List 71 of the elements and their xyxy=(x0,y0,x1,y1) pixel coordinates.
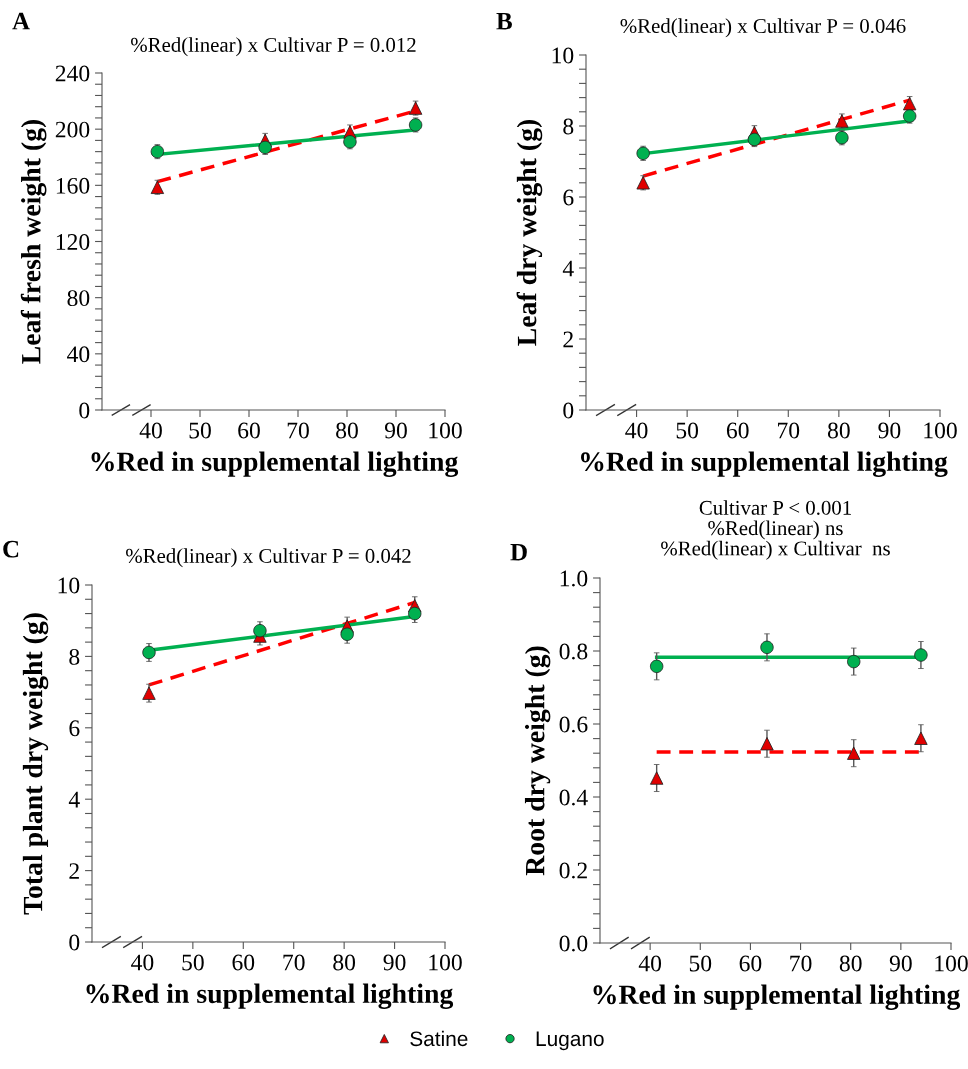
y-tick-label: 6 xyxy=(563,189,574,206)
x-tick-label: 40 xyxy=(139,422,162,439)
x-tick-label: 40 xyxy=(625,422,648,439)
x-tick-label: 80 xyxy=(333,954,356,971)
x-tick-label: 50 xyxy=(182,954,204,971)
y-axis-title: Leaf dry weight (g) xyxy=(516,119,543,346)
chart-subtitle: %Red(linear) x Cultivar P = 0.042 xyxy=(126,548,411,568)
x-tick-label: 60 xyxy=(739,955,762,972)
x-tick-label: 100 xyxy=(935,955,968,972)
y-tick-label: 80 xyxy=(67,290,90,307)
y-tick-label: 0.4 xyxy=(559,789,588,806)
x-tick-label: 100 xyxy=(429,954,462,971)
x-tick-label: 100 xyxy=(429,422,462,439)
chart-title: A xyxy=(12,12,30,30)
x-tick-label: 70 xyxy=(287,422,309,439)
x-tick-label: 70 xyxy=(790,955,812,972)
y-tick-label: 0.8 xyxy=(559,643,588,660)
y-tick-label: 2 xyxy=(69,863,79,879)
chart-title: B xyxy=(496,12,512,30)
chart-subtitle: Cultivar P < 0.001 %Red(linear) ns %Red(linear) x Cultivar ns xyxy=(661,500,890,560)
x-tick-label: 80 xyxy=(336,422,358,439)
y-tick-label: 240 xyxy=(55,65,90,82)
x-axis-title: %Red in supplemental lighting xyxy=(91,451,459,477)
y-tick-label: 0.0 xyxy=(559,935,588,952)
y-tick-label: 40 xyxy=(67,346,90,363)
y-axis-title: Root dry weight (g) xyxy=(524,646,551,876)
x-tick-label: 90 xyxy=(878,422,901,439)
x-tick-label: 40 xyxy=(131,954,154,971)
x-tick-label: 90 xyxy=(889,955,912,972)
x-tick-label: 70 xyxy=(283,954,305,971)
x-axis-title: %Red in supplemental lighting xyxy=(581,451,948,477)
x-tick-label: 40 xyxy=(638,955,662,972)
x-tick-label: 50 xyxy=(189,422,211,439)
y-tick-label: 0 xyxy=(69,934,80,951)
y-tick-label: 160 xyxy=(56,177,90,194)
y-tick-label: 6 xyxy=(69,720,80,737)
x-axis-title: %Red in supplemental lighting xyxy=(86,983,454,1009)
y-tick-label: 2 xyxy=(563,331,573,348)
legend-label: Satine xyxy=(410,1030,468,1047)
y-tick-label: 4 xyxy=(68,791,80,808)
x-tick-label: 80 xyxy=(827,422,850,439)
y-tick-label: 120 xyxy=(56,233,90,250)
y-tick-label: 10 xyxy=(552,47,574,64)
y-axis-title: Leaf fresh weight (g) xyxy=(20,119,47,364)
y-tick-label: 0 xyxy=(79,402,90,419)
y-tick-label: 0 xyxy=(563,402,574,419)
x-tick-label: 80 xyxy=(839,955,862,972)
x-tick-label: 50 xyxy=(689,955,712,972)
x-tick-label: 60 xyxy=(232,954,255,971)
chart-title: C xyxy=(3,540,19,558)
x-tick-label: 50 xyxy=(676,422,699,439)
x-tick-label: 60 xyxy=(238,422,260,439)
y-tick-label: 200 xyxy=(55,121,90,138)
y-tick-label: 1.0 xyxy=(560,570,588,587)
x-tick-label: 90 xyxy=(384,422,407,439)
x-tick-label: 60 xyxy=(726,422,749,439)
x-axis-title: %Red in supplemental lighting xyxy=(593,984,961,1010)
y-tick-label: 10 xyxy=(58,577,80,594)
x-tick-label: 100 xyxy=(924,422,957,439)
y-tick-label: 0.2 xyxy=(559,862,587,879)
y-axis-title: Total plant dry weight (g) xyxy=(22,613,49,915)
chart-title: D xyxy=(510,543,527,561)
legend-label: Lugano xyxy=(536,1031,604,1051)
chart-subtitle: %Red(linear) x Cultivar P = 0.012 xyxy=(131,37,416,57)
y-tick-label: 8 xyxy=(563,118,574,135)
y-tick-label: 4 xyxy=(562,260,574,277)
y-tick-label: 8 xyxy=(69,648,80,665)
x-tick-label: 70 xyxy=(778,422,800,439)
y-tick-label: 0.6 xyxy=(559,716,588,733)
chart-subtitle: %Red(linear) x Cultivar P = 0.046 xyxy=(620,18,906,38)
x-tick-label: 90 xyxy=(383,954,406,971)
